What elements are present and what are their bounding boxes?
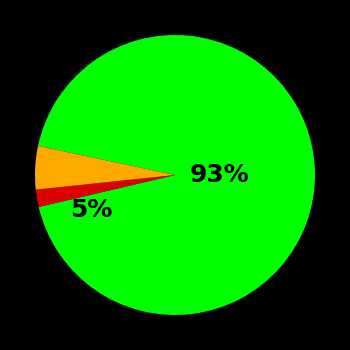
Wedge shape (35, 146, 175, 190)
Wedge shape (38, 35, 315, 315)
Wedge shape (36, 175, 175, 207)
Text: 93%: 93% (190, 163, 250, 187)
Text: 5%: 5% (70, 198, 112, 222)
